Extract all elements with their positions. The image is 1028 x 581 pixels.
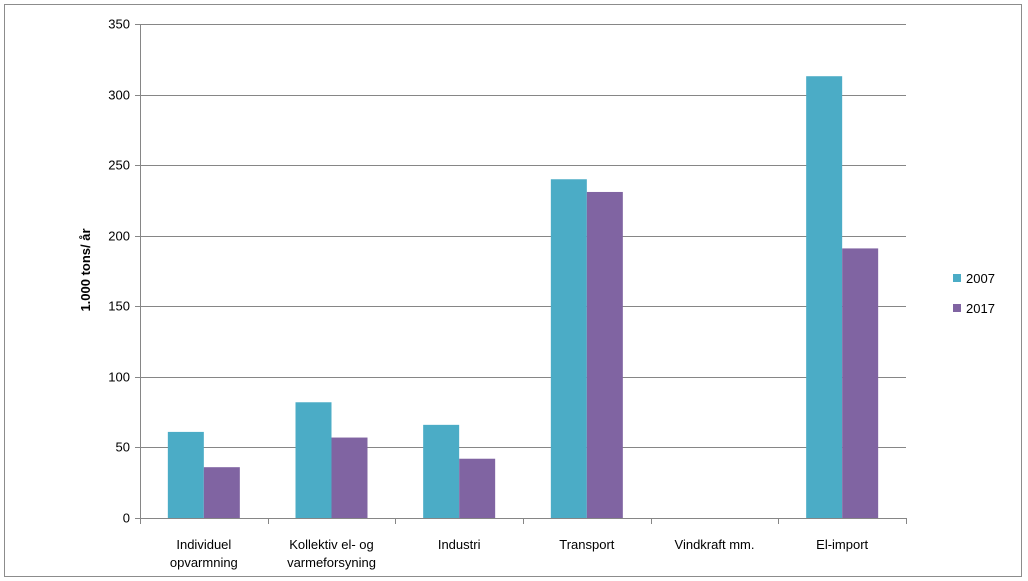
bar-2017-0 bbox=[203, 467, 240, 518]
gridlines bbox=[140, 24, 906, 448]
y-tick-label: 50 bbox=[116, 440, 130, 455]
y-tick-labels: 0 50 100 150 200 250 300 350 bbox=[108, 17, 130, 526]
legend-swatch-2007 bbox=[953, 274, 961, 282]
x-tick-label: Industri bbox=[438, 537, 481, 552]
bar-2007-5 bbox=[806, 76, 843, 519]
y-tick-label: 300 bbox=[108, 88, 130, 103]
y-tick-label: 150 bbox=[108, 299, 130, 314]
bar-2017-3 bbox=[586, 191, 623, 518]
x-tick-label: El-import bbox=[816, 537, 868, 552]
x-tick-labels: Individuel opvarmning Kollektiv el- og varm… bbox=[170, 537, 869, 570]
legend-swatch-2017 bbox=[953, 304, 961, 312]
y-tick-label: 350 bbox=[108, 17, 130, 32]
x-tick-label: Vindkraft mm. bbox=[675, 537, 755, 552]
y-tick-label: 250 bbox=[108, 158, 130, 173]
legend-label-2017: 2017 bbox=[966, 301, 995, 316]
legend: 2007 2017 bbox=[953, 271, 995, 316]
x-tick-label: Kollektiv el- og varmeforsyning bbox=[287, 537, 376, 570]
y-tick-label: 200 bbox=[108, 229, 130, 244]
legend-label-2007: 2007 bbox=[966, 271, 995, 286]
bar-2007-3 bbox=[550, 179, 587, 518]
y-axis-label: 1.000 tons/ år bbox=[78, 228, 93, 311]
bar-2007-2 bbox=[423, 424, 460, 518]
x-tick-label: Transport bbox=[559, 537, 615, 552]
bar-2007-1 bbox=[295, 402, 332, 518]
bars bbox=[167, 76, 879, 519]
bar-2017-2 bbox=[459, 458, 496, 518]
y-tick-label: 100 bbox=[108, 370, 130, 385]
bar-2017-1 bbox=[331, 437, 368, 518]
y-tick-label: 0 bbox=[123, 511, 130, 526]
axes bbox=[135, 24, 907, 524]
bar-2007-0 bbox=[167, 431, 204, 518]
bar-2017-5 bbox=[842, 248, 879, 518]
x-tick-label: Individuel opvarmning bbox=[170, 537, 238, 570]
